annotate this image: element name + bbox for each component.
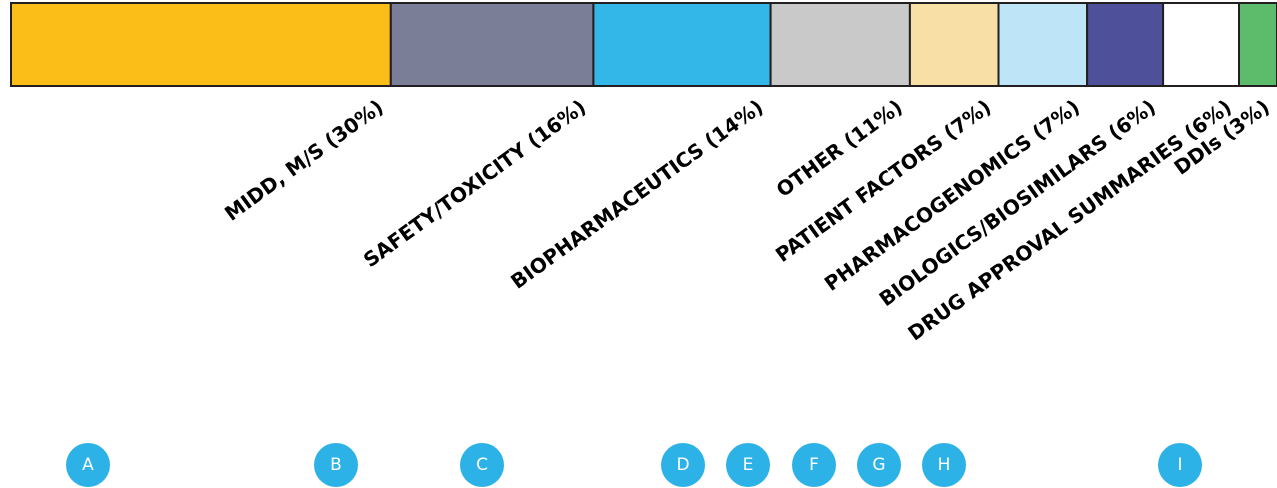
badge-a-letter: A (82, 455, 94, 475)
badge-i-circle (1158, 443, 1202, 487)
badge-c: C (459, 442, 505, 488)
badge-c-letter: C (476, 455, 488, 475)
segment-labels: MIDD, M/S (30%)SAFETY/TOXICITY (16%)BIOP… (220, 95, 1274, 346)
badge-b: B (313, 442, 359, 488)
bar-segment-8 (1238, 2, 1277, 87)
badge-e-letter: E (742, 455, 754, 475)
badge-f: F (791, 442, 837, 488)
badge-d-circle (661, 443, 705, 487)
badge-h-letter: H (937, 455, 951, 475)
segment-label-0: MIDD, M/S (30%) (220, 95, 388, 226)
badge-e-circle (726, 443, 770, 487)
bar-segment-7 (1162, 2, 1241, 87)
badge-b-letter: B (330, 455, 342, 475)
badge-g-circle (857, 443, 901, 487)
bar-segment-4 (908, 2, 1000, 87)
bar-segment-2 (592, 2, 772, 87)
badge-f-letter: F (809, 455, 819, 475)
segment-label-6: BIOLOGICS/BIOSIMILARS (6%) (875, 95, 1160, 312)
badge-i: I (1157, 442, 1203, 488)
bar-segment-1 (389, 2, 595, 87)
bar-segment-5 (997, 2, 1089, 87)
bar-segment-6 (1086, 2, 1165, 87)
badge-g: G (856, 442, 902, 488)
badge-e: E (725, 442, 771, 488)
badge-b-circle (314, 443, 358, 487)
bar-segment-0 (10, 2, 392, 87)
badge-g-letter: G (872, 455, 886, 475)
bar-segment-3 (769, 2, 911, 87)
badge-a: A (65, 442, 111, 488)
badge-c-circle (460, 443, 504, 487)
badge-i-letter: I (1177, 455, 1183, 475)
badge-d-letter: D (676, 455, 690, 475)
stacked-bar-chart: MIDD, M/S (30%)SAFETY/TOXICITY (16%)BIOP… (10, 2, 1277, 346)
badge-h: H (921, 442, 967, 488)
bar-segments (10, 2, 1277, 87)
badge-a-circle (66, 443, 110, 487)
badge-h-circle (922, 443, 966, 487)
badge-f-circle (792, 443, 836, 487)
badge-d: D (660, 442, 706, 488)
